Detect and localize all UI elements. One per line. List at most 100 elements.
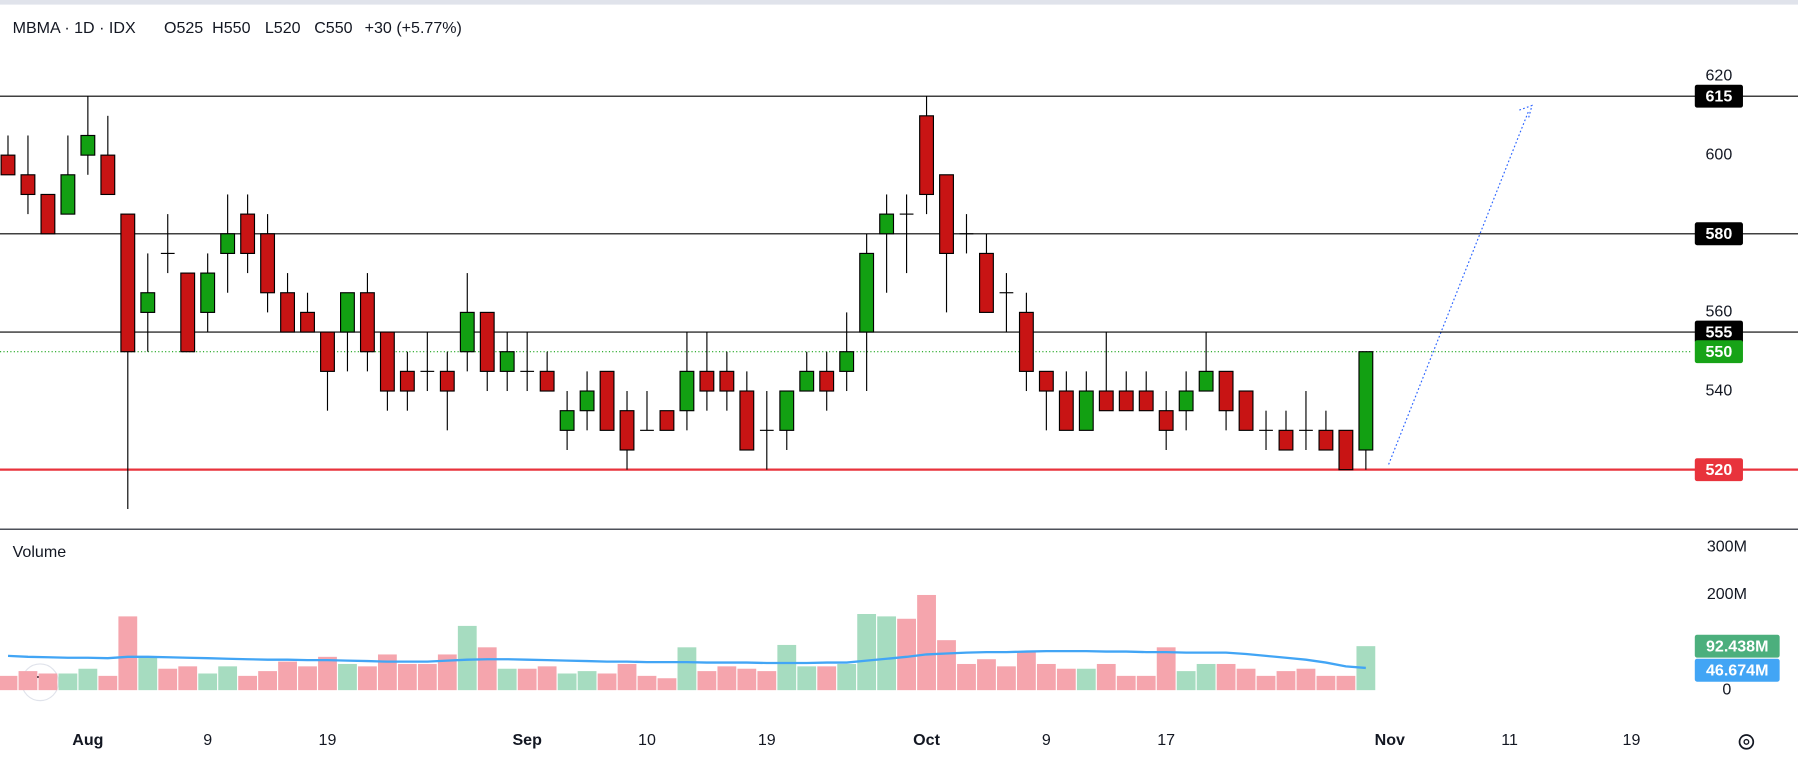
volume-bar [238,675,258,691]
volume-bar [697,671,717,691]
volume-bar [637,675,657,691]
x-tick-label: 19 [319,731,337,749]
volume-bar [1336,675,1356,691]
candle-body [1218,370,1234,412]
candle-body [20,174,36,196]
volume-bar [477,647,497,691]
volume-bar [457,625,477,691]
symbol: MBMA · 1D · IDX [13,19,136,37]
candle-body [479,311,495,372]
candle-body [799,370,815,392]
volume-bar [957,663,976,691]
volume-bar [877,616,897,691]
volume-tick-label: 0 [1722,680,1731,698]
volume-bar [377,654,397,691]
candle-body [939,174,954,254]
volume-bar [677,647,697,691]
candle-body [320,331,335,372]
volume-bar [417,663,437,691]
volume-bar [837,663,857,691]
volume-bar [917,594,936,691]
volume-bar [0,675,18,691]
volume-bar [1076,668,1096,691]
candle-body [779,390,795,431]
candle-body [659,410,675,431]
candle-body [180,272,196,353]
volume-bar [717,666,737,691]
candle-body [459,311,475,353]
ohlc-low: L520 [265,19,301,37]
settings-icon[interactable] [1738,734,1755,750]
x-tick-label: 11 [1501,731,1518,749]
level-label-box [1694,458,1743,482]
volume-bar [577,671,597,691]
candle-body [919,115,935,196]
candle-body [200,272,216,313]
volume-bar [777,644,797,691]
candle-body [1158,410,1174,431]
candle-body [379,331,395,392]
y-tick-label: 620 [1705,67,1732,85]
volume-bar [1156,647,1176,691]
candle-body [1138,390,1154,412]
volume-bar [997,666,1016,691]
volume-bar [397,663,417,691]
level-label: 520 [1705,461,1732,479]
candle-body [0,154,16,176]
volume-bar [338,663,357,691]
ohlc-close: C550 [314,19,352,37]
volume-bar [258,671,277,691]
level-label-box [1694,222,1743,246]
candle-body [719,370,735,392]
volume-ma-line [7,649,1366,670]
volume-bar [98,675,118,691]
volume-bar [657,678,677,691]
volume-bar [178,666,198,691]
x-tick-label: 10 [638,731,656,749]
candle-body [679,370,695,412]
volume-bar [1096,663,1116,691]
volume-bar [1136,675,1156,691]
volume-bar [358,666,377,691]
volume-bar [1116,675,1136,691]
candle-body [40,193,56,235]
candle-body [1338,429,1354,471]
candle-body [140,292,156,313]
volume-label: Volume [13,543,67,561]
candle-body [240,213,256,254]
candle-body [579,390,595,412]
volume-bar [597,673,617,691]
candle-body [619,410,635,451]
ma-last-label: 46.674M [1706,662,1768,680]
volume-bar [118,616,138,691]
candle-body [839,351,855,372]
volume-bar [517,668,537,691]
volume-bar [737,668,757,691]
volume-bar [897,618,916,691]
candle-body [260,233,276,294]
candle-body [559,410,575,431]
candle-body [599,370,615,431]
level-label-box [1694,320,1743,344]
candle-body [1198,370,1214,392]
volume-bar [1216,663,1236,691]
volume-bar [1256,675,1276,691]
candle-body [1278,429,1294,451]
candle-body [1318,429,1334,451]
candle-body [1038,370,1054,392]
ma-last-label-box [1694,658,1780,682]
candle-body [1058,390,1074,431]
volume-bar [158,668,178,691]
last-price-label: 550 [1705,343,1732,361]
candle-body [739,390,755,451]
volume-bar [38,673,58,691]
candle-body [1178,390,1194,412]
volume-bar [1196,663,1216,691]
volume-bar [537,666,557,691]
candle-body [80,134,96,156]
volume-last-label: 92.438M [1706,638,1768,656]
x-tick-label: Nov [1375,731,1405,749]
volume-bar [1036,663,1056,691]
volume-bar [757,671,777,691]
ohlc-open: O525 [164,19,203,37]
